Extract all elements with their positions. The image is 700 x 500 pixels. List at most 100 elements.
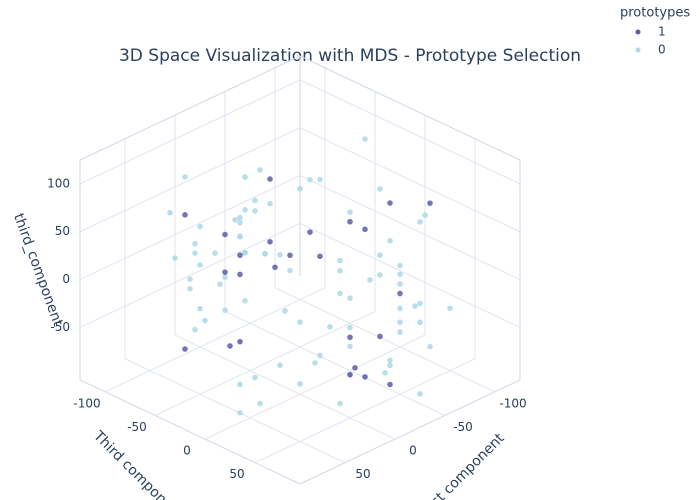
data-point xyxy=(257,167,263,173)
data-point xyxy=(167,209,173,216)
grid-line xyxy=(204,334,426,440)
data-point xyxy=(192,326,198,333)
data-point xyxy=(397,271,403,278)
data-point xyxy=(242,297,248,304)
z-tick-label: 0 xyxy=(62,272,70,286)
data-point xyxy=(362,136,368,142)
data-point xyxy=(297,185,303,192)
data-point xyxy=(317,176,323,183)
data-point xyxy=(187,276,193,282)
data-point xyxy=(267,200,273,207)
data-point xyxy=(307,229,313,235)
data-point xyxy=(237,410,243,416)
data-point xyxy=(347,343,353,350)
data-point xyxy=(267,176,273,182)
y-tick-label: 0 xyxy=(183,444,191,458)
grid-line xyxy=(79,79,301,185)
data-point xyxy=(287,267,293,274)
grid-line xyxy=(174,334,396,440)
data-point xyxy=(412,303,418,309)
data-point xyxy=(237,271,243,278)
data-point xyxy=(252,374,258,381)
y-tick-label: 50 xyxy=(229,467,244,481)
data-point xyxy=(317,352,323,359)
data-point xyxy=(182,212,188,218)
grid-line xyxy=(104,287,326,393)
data-point xyxy=(377,186,383,192)
legend-label: 0 xyxy=(658,43,666,57)
data-point xyxy=(312,360,318,366)
data-point xyxy=(347,371,353,378)
data-point xyxy=(182,174,188,180)
data-point xyxy=(387,357,393,364)
data-point xyxy=(237,233,243,240)
data-point xyxy=(362,226,368,233)
data-point xyxy=(362,374,368,380)
data-point xyxy=(187,285,193,292)
data-point xyxy=(387,237,393,244)
data-point xyxy=(212,250,218,256)
data-point xyxy=(197,223,203,230)
data-point xyxy=(237,381,243,388)
x-axis-title: First component xyxy=(416,430,508,500)
grid-line xyxy=(299,175,521,281)
data-point xyxy=(192,240,198,247)
data-point xyxy=(237,252,243,259)
grid-line xyxy=(299,222,521,328)
data-point xyxy=(397,319,403,326)
data-point xyxy=(237,219,243,226)
data-point xyxy=(417,300,423,307)
data-point xyxy=(347,209,353,216)
data-point xyxy=(327,323,333,330)
data-point xyxy=(367,277,373,283)
data-point xyxy=(172,255,178,261)
data-point xyxy=(267,238,273,245)
chart-title: 3D Space Visualization with MDS - Protot… xyxy=(119,46,581,66)
grid-line xyxy=(124,358,346,464)
data-point xyxy=(447,305,453,312)
data-point xyxy=(427,343,433,350)
data-point xyxy=(387,200,393,206)
data-point xyxy=(417,219,423,225)
axis-line xyxy=(299,55,521,161)
data-point xyxy=(297,381,303,387)
data-point xyxy=(377,272,383,278)
data-point xyxy=(317,253,323,260)
z-tick-label: 50 xyxy=(55,224,70,238)
data-point xyxy=(242,174,248,180)
data-point xyxy=(337,400,343,407)
data-point xyxy=(197,305,203,312)
data-point xyxy=(242,249,248,256)
data-point xyxy=(222,231,228,238)
legend-marker xyxy=(635,29,641,35)
data-point xyxy=(202,317,208,324)
data-point xyxy=(422,212,428,218)
y-tick-label: -100 xyxy=(73,396,100,410)
data-point xyxy=(272,264,278,271)
data-point xyxy=(287,252,293,259)
data-point xyxy=(397,262,403,269)
data-point xyxy=(382,369,388,376)
data-point xyxy=(282,308,288,314)
data-point xyxy=(252,197,258,204)
legend-marker xyxy=(635,47,641,53)
x-tick-label: -50 xyxy=(453,420,473,434)
legend-title: prototypes xyxy=(620,6,690,21)
data-point xyxy=(257,400,263,407)
data-point xyxy=(397,305,403,312)
data-point xyxy=(352,364,358,371)
x-tick-label: 0 xyxy=(409,444,417,458)
grid-line xyxy=(224,311,446,416)
grid-line xyxy=(299,127,521,233)
data-point xyxy=(222,269,228,275)
x-tick-label: -100 xyxy=(499,396,526,410)
data-point xyxy=(237,338,243,345)
data-point xyxy=(377,252,383,258)
y-axis-title: Third component xyxy=(89,427,186,500)
data-point xyxy=(197,262,203,268)
data-point xyxy=(222,274,228,281)
data-point xyxy=(427,200,433,206)
data-point xyxy=(387,362,393,369)
data-point xyxy=(192,250,198,256)
